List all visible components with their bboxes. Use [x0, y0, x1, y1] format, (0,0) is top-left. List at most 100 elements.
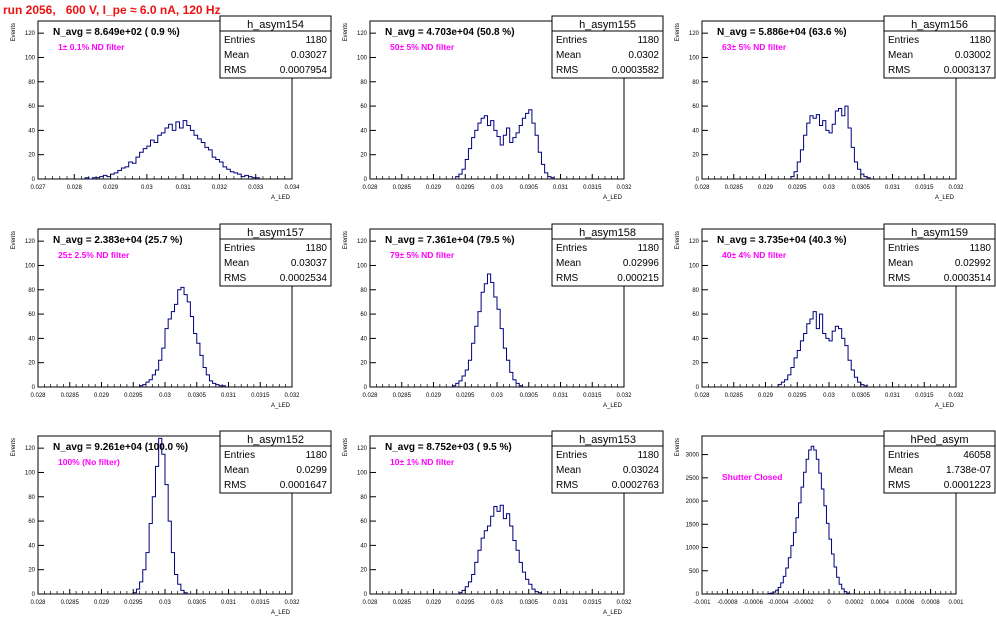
- histogram-svg: 0.027 0.028 0.029 0.03 0.031 0.032 0.033 0.034 0…: [11, 15, 332, 201]
- x-axis-label: A_LED: [271, 403, 291, 409]
- y-axis-label: Events: [11, 23, 17, 41]
- x-axis-label: A_LED: [603, 195, 623, 201]
- stats-box: [551, 238, 664, 287]
- filter-annotation: 79± 5% ND filter: [390, 250, 455, 260]
- y-tick-label: 0: [696, 385, 700, 391]
- y-tick-label: 120: [357, 446, 368, 452]
- x-tick-label: 0.032: [948, 185, 964, 191]
- stats-rms-value: 0.0001647: [280, 480, 328, 491]
- stats-box: [883, 30, 996, 79]
- plot-frame: [37, 20, 293, 180]
- y-tick-label: 20: [692, 361, 699, 367]
- x-tick-label: 0.03: [823, 185, 835, 191]
- stats-rms-value: 0.0003514: [944, 273, 992, 284]
- y-tick-label: 60: [360, 104, 367, 110]
- y-tick-label: 20: [360, 361, 367, 367]
- navg-label: N_avg = 9.261e+04 (100.0 %): [53, 442, 188, 453]
- stats-mean-label: Mean: [224, 258, 249, 269]
- x-tick-label: 0.028: [694, 393, 710, 399]
- stats-mean-label: Mean: [556, 258, 581, 269]
- y-tick-label: 60: [360, 519, 367, 525]
- histogram-name: h_asym158: [579, 227, 636, 239]
- y-tick-label: 120: [25, 31, 36, 37]
- x-tick-label: 0.031: [553, 185, 569, 191]
- y-tick-label: 0: [696, 177, 700, 183]
- x-tick-label: 0.029: [758, 185, 774, 191]
- x-tick-label: 0.0315: [583, 600, 602, 606]
- x-tick-label: 0.029: [426, 185, 442, 191]
- x-tick-label: 0.031: [885, 185, 901, 191]
- run-title: run 2056, 600 V, I_pe ≈ 6.0 nA, 120 Hz: [3, 3, 221, 17]
- y-tick-label: 120: [357, 239, 368, 245]
- x-tick-label: 0.028: [362, 185, 378, 191]
- stats-mean-value: 0.03024: [623, 465, 660, 476]
- x-tick-label: 0.032: [616, 600, 632, 606]
- stats-rms-label: RMS: [556, 480, 579, 491]
- y-tick-label: 100: [25, 55, 36, 61]
- x-tick-label: 0.028: [30, 600, 46, 606]
- stats-entries-label: Entries: [556, 35, 587, 46]
- stats-rms-label: RMS: [224, 65, 247, 76]
- stats-mean-label: Mean: [224, 50, 249, 61]
- x-tick-label: 0.03: [491, 393, 503, 399]
- y-tick-label: 80: [360, 495, 367, 501]
- x-tick-label: 0.032: [284, 393, 300, 399]
- stats-box: [883, 238, 996, 287]
- x-tick-label: 0.031: [176, 185, 192, 191]
- histogram-name: h_asym153: [579, 434, 636, 446]
- filter-annotation: 40± 4% ND filter: [722, 250, 787, 260]
- stats-rms-label: RMS: [556, 273, 579, 284]
- y-tick-label: 40: [28, 543, 35, 549]
- x-tick-label: 0.0305: [520, 393, 539, 399]
- stats-rms-value: 0.0003582: [612, 65, 660, 76]
- histogram-svg: 0.028 0.0285 0.029 0.0295 0.03 0.0305 0.031 0.0…: [675, 223, 996, 409]
- x-tick-label: 0.0285: [725, 185, 744, 191]
- histogram-series-line: [767, 445, 850, 595]
- stats-box: [219, 238, 332, 287]
- x-tick-label: 0.03: [823, 393, 835, 399]
- stats-rms-value: 0.0007954: [280, 65, 328, 76]
- x-tick-label: 0.029: [758, 393, 774, 399]
- x-tick-label: 0.031: [221, 393, 237, 399]
- histogram-svg: 0.028 0.0285 0.029 0.0295 0.03 0.0305 0.031 0.0…: [343, 223, 664, 409]
- stats-rms-label: RMS: [224, 480, 247, 491]
- histogram-series-line: [452, 273, 523, 387]
- filter-annotation: 63± 5% ND filter: [722, 42, 787, 52]
- x-tick-label: -0.0002: [793, 600, 814, 606]
- y-tick-label: 60: [28, 104, 35, 110]
- x-tick-label: 0.0285: [61, 393, 80, 399]
- histogram-svg: 0.028 0.0285 0.029 0.0295 0.03 0.0305 0.031 0.0…: [675, 15, 996, 201]
- x-axis-label: A_LED: [935, 403, 955, 409]
- x-tick-label: 0.0285: [725, 393, 744, 399]
- stats-rms-label: RMS: [888, 273, 911, 284]
- y-tick-label: 40: [360, 128, 367, 134]
- y-tick-label: 20: [28, 153, 35, 159]
- stats-mean-value: 1.738e-07: [946, 465, 991, 476]
- y-tick-label: 20: [28, 568, 35, 574]
- stats-mean-label: Mean: [888, 465, 913, 476]
- y-tick-label: 40: [692, 336, 699, 342]
- x-tick-label: -0.0006: [743, 600, 764, 606]
- x-tick-label: 0.029: [426, 600, 442, 606]
- y-tick-label: 2500: [686, 476, 700, 482]
- x-tick-label: 0.0315: [251, 393, 270, 399]
- y-tick-label: 120: [25, 239, 36, 245]
- x-tick-label: 0.0295: [124, 393, 143, 399]
- stats-mean-value: 0.0299: [296, 465, 327, 476]
- x-tick-label: 0.03: [491, 600, 503, 606]
- x-tick-label: 0.0285: [61, 600, 80, 606]
- navg-label: N_avg = 5.886e+04 (63.6 %): [717, 27, 847, 38]
- y-tick-label: 1000: [686, 546, 700, 552]
- navg-label: N_avg = 3.735e+04 (40.3 %): [717, 235, 847, 246]
- x-tick-label: 0.027: [30, 185, 46, 191]
- stats-box: [219, 30, 332, 79]
- stats-rms-value: 0.0002534: [280, 273, 328, 284]
- x-tick-label: 0.0305: [520, 600, 539, 606]
- x-tick-label: 0.0305: [188, 393, 207, 399]
- y-axis-label: Events: [675, 438, 681, 456]
- x-tick-label: 0.031: [553, 393, 569, 399]
- stats-rms-value: 0.0001223: [944, 480, 992, 491]
- stats-mean-label: Mean: [224, 465, 249, 476]
- stats-entries-value: 1180: [637, 450, 659, 461]
- histogram-name: hPed_asym: [910, 434, 968, 446]
